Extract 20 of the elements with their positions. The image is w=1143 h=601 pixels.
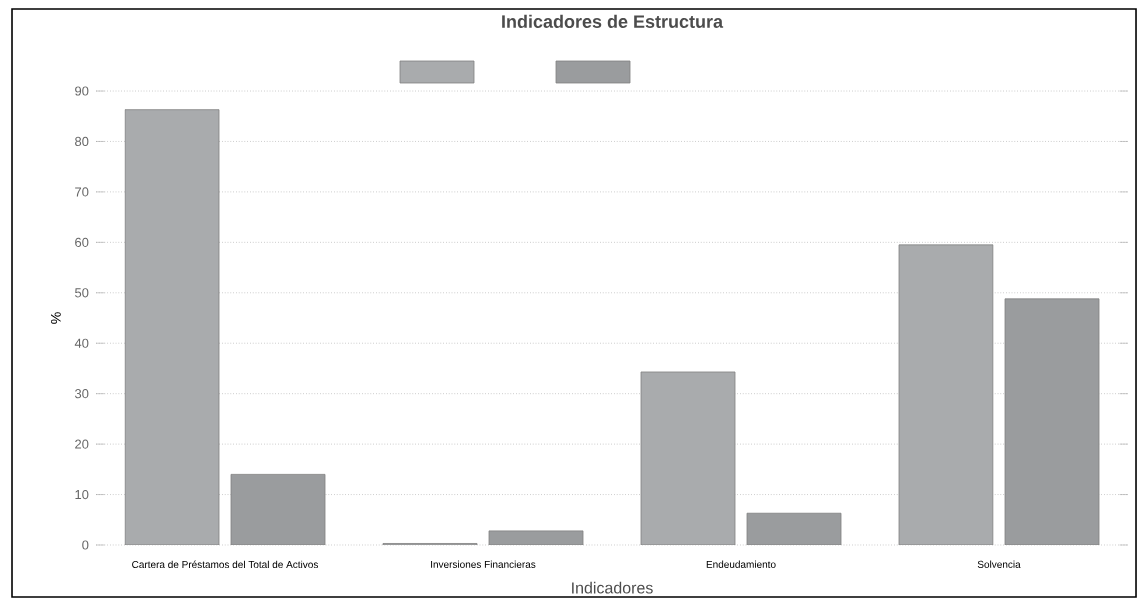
x-tick-label: Inversiones Financieras	[431, 560, 536, 568]
x-tick-label: Solvencia	[977, 560, 1021, 568]
x-axis-title: Indicadores	[572, 581, 653, 594]
y-tick-label: 60	[75, 237, 89, 247]
bar	[1004, 298, 1100, 545]
bar	[746, 512, 842, 545]
y-tick-label: 30	[74, 389, 89, 399]
y-tick-label: 10	[75, 489, 89, 500]
y-tick-label: 50	[75, 288, 89, 298]
x-tick-label: Endeudamiento	[706, 560, 776, 568]
y-tick-label: 80	[75, 136, 89, 147]
y-axis-title: %	[50, 312, 61, 324]
bar	[230, 473, 326, 545]
y-tick-label: 90	[75, 86, 89, 96]
chart-title: Indicadores de Estructura	[502, 14, 724, 28]
y-tick-label: 0	[82, 540, 89, 550]
y-tick-label: 20	[75, 439, 89, 449]
y-tick-label: 40	[74, 338, 89, 348]
y-tick-label: 70	[75, 187, 89, 197]
x-tick-label: Cartera de Préstamos del Total de Activos	[132, 560, 318, 569]
